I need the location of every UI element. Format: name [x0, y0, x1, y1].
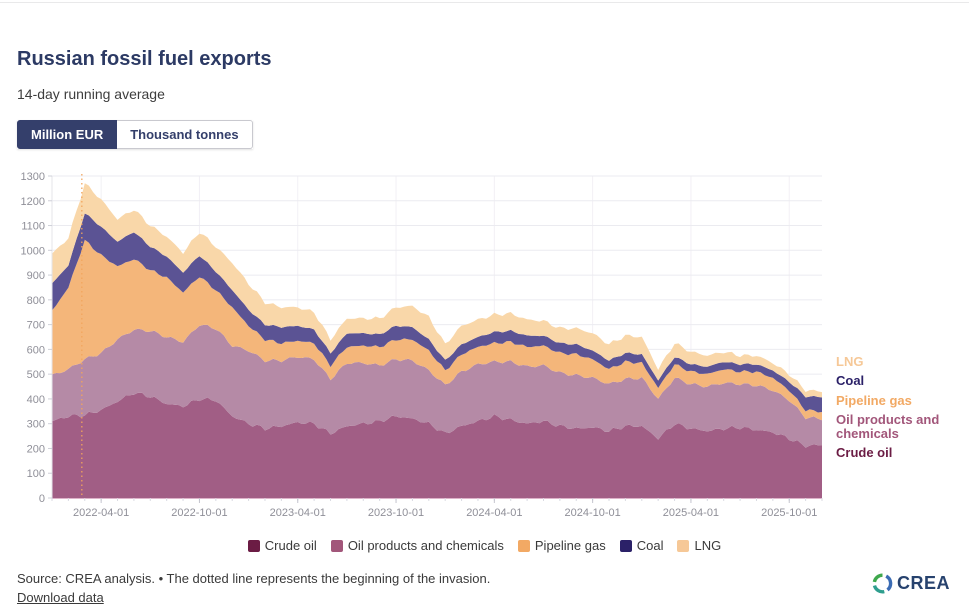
area-lng: [52, 183, 822, 398]
crea-logo: CREA: [872, 573, 950, 594]
legend-label: LNG: [694, 538, 722, 553]
svg-text:200: 200: [27, 443, 45, 455]
svg-text:500: 500: [27, 369, 45, 381]
series-end-label-oil-products-and-chemicals: Oil products and chemicals: [836, 412, 940, 441]
svg-text:900: 900: [27, 270, 45, 282]
legend-label: Crude oil: [264, 538, 317, 553]
gridlines: [52, 175, 822, 499]
legend-label: Oil products and chemicals: [347, 538, 504, 553]
legend-item-crude-oil: Crude oil: [247, 538, 317, 553]
download-data-link[interactable]: Download data: [17, 590, 104, 605]
legend-swatch: [517, 539, 530, 552]
svg-text:1200: 1200: [21, 196, 45, 208]
axes: [48, 175, 823, 503]
svg-text:2025-10-01: 2025-10-01: [761, 507, 817, 519]
page-title: Russian fossil fuel exports: [17, 48, 272, 70]
series-end-label-crude-oil: Crude oil: [836, 445, 893, 460]
unit-toggle-thousand-tonnes[interactable]: Thousand tonnes: [117, 120, 253, 149]
svg-text:700: 700: [27, 320, 45, 332]
legend-label: Coal: [636, 538, 664, 553]
crea-wordmark: CREA: [896, 573, 950, 593]
legend-swatch: [247, 539, 260, 552]
unit-toggle: Million EUR Thousand tonnes: [17, 120, 253, 149]
svg-text:2022-04-01: 2022-04-01: [73, 507, 129, 519]
svg-text:2024-10-01: 2024-10-01: [564, 507, 620, 519]
chart-subtitle: 14-day running average: [17, 86, 165, 102]
legend-item-pipeline-gas: Pipeline gas: [517, 538, 606, 553]
svg-text:2025-04-01: 2025-04-01: [663, 507, 719, 519]
source-note: Source: CREA analysis. • The dotted line…: [17, 571, 491, 586]
unit-toggle-million-eur[interactable]: Million EUR: [17, 120, 118, 149]
legend-swatch: [619, 539, 632, 552]
tick-labels: 0 100 200 300 400 500 600 700 800 900 1000 1100 1200…: [21, 171, 818, 519]
svg-text:2022-10-01: 2022-10-01: [171, 507, 227, 519]
svg-text:2023-10-01: 2023-10-01: [368, 507, 424, 519]
legend-item-oil-products-and-chemicals: Oil products and chemicals: [330, 538, 504, 553]
area-series: [52, 183, 822, 498]
legend-swatch: [677, 539, 690, 552]
legend-item-coal: Coal: [619, 538, 664, 553]
svg-text:800: 800: [27, 295, 45, 307]
svg-text:400: 400: [27, 394, 45, 406]
series-end-label-lng: LNG: [836, 354, 864, 369]
chart-legend: Crude oil Oil products and chemicals Pipel…: [0, 538, 969, 553]
crea-logo-icon: [872, 573, 893, 594]
svg-text:1300: 1300: [21, 171, 45, 183]
area-crude-oil: [52, 392, 822, 498]
svg-text:1100: 1100: [21, 221, 45, 233]
svg-text:0: 0: [39, 493, 45, 505]
legend-swatch: [330, 539, 343, 552]
svg-text:300: 300: [27, 419, 45, 431]
top-border: [0, 2, 969, 3]
svg-text:2023-04-01: 2023-04-01: [270, 507, 326, 519]
area-oil-products-and-chemicals: [52, 324, 822, 448]
series-end-label-coal: Coal: [836, 373, 865, 388]
svg-text:600: 600: [27, 344, 45, 356]
area-coal: [52, 213, 822, 413]
legend-item-lng: LNG: [677, 538, 721, 553]
svg-text:2024-04-01: 2024-04-01: [466, 507, 522, 519]
legend-label: Pipeline gas: [534, 538, 606, 553]
series-end-label-pipeline-gas: Pipeline gas: [836, 393, 912, 408]
svg-text:100: 100: [27, 468, 45, 480]
area-pipeline-gas: [52, 239, 822, 421]
svg-text:1000: 1000: [21, 245, 45, 257]
